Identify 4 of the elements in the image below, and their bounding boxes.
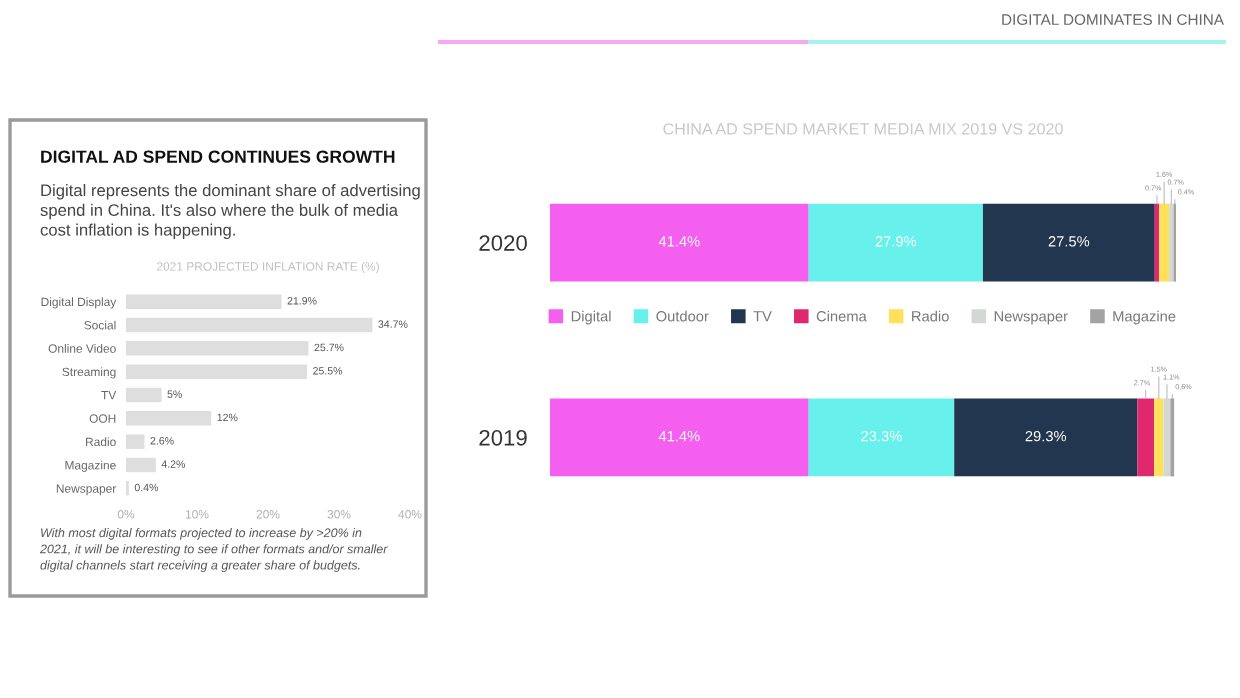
y-tick-label: 2019 (479, 429, 527, 446)
y-tick-label: 2020 (479, 235, 527, 251)
text: Digital represents the dominant share of advertising spend in China. It's also where the bulk of media cost inflation is happening. (40, 184, 420, 240)
text: DIGITAL AD SPEND CONTINUES GROWTH (41, 150, 395, 163)
